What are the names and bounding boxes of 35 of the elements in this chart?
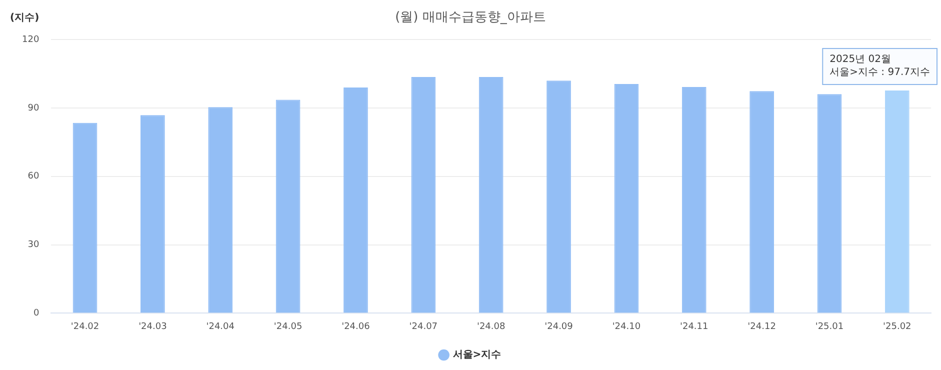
bar (546, 80, 571, 313)
x-tick-label: '25.02 (883, 322, 912, 332)
y-tick-label: 120 (22, 34, 40, 45)
annotation: 2025년 02월 서울>지수 : 97.7지수 (830, 54, 930, 78)
bar (750, 91, 774, 313)
x-tick-label: '24.04 (206, 322, 235, 332)
bar (411, 76, 436, 313)
bar (478, 76, 504, 313)
x-tick-label: '24.08 (476, 322, 506, 332)
x-tick-label: '24.06 (342, 322, 370, 332)
y-tick-label: 60 (28, 172, 40, 182)
x-tick-label: '24.10 (612, 322, 641, 332)
bar (344, 87, 368, 313)
bar (208, 107, 233, 313)
y-axis-title: (지수) (10, 12, 40, 24)
x-tick-label: '24.12 (748, 322, 776, 332)
bar (817, 94, 842, 313)
x-tick-label: '24.02 (70, 322, 100, 332)
bar (682, 87, 706, 313)
bar (72, 122, 98, 313)
x-tick-label: '24.03 (138, 322, 167, 332)
chart-title: (월) 매매수급동향_아파트 (395, 10, 546, 26)
x-tick-label: '25.01 (815, 322, 844, 332)
legend-label: 서울>지수 (452, 350, 502, 361)
y-tick-label: 90 (28, 103, 40, 114)
x-tick-label: '24.09 (544, 322, 574, 332)
bar (884, 90, 910, 313)
y-tick-label: 0 (33, 308, 40, 319)
bar (614, 84, 639, 313)
x-tick-label: '24.11 (680, 322, 708, 332)
bar (276, 100, 300, 313)
bar (140, 115, 165, 313)
y-tick-label: 30 (28, 240, 40, 250)
x-tick-label: '24.07 (409, 322, 438, 332)
x-tick-label: '24.05 (274, 322, 302, 332)
